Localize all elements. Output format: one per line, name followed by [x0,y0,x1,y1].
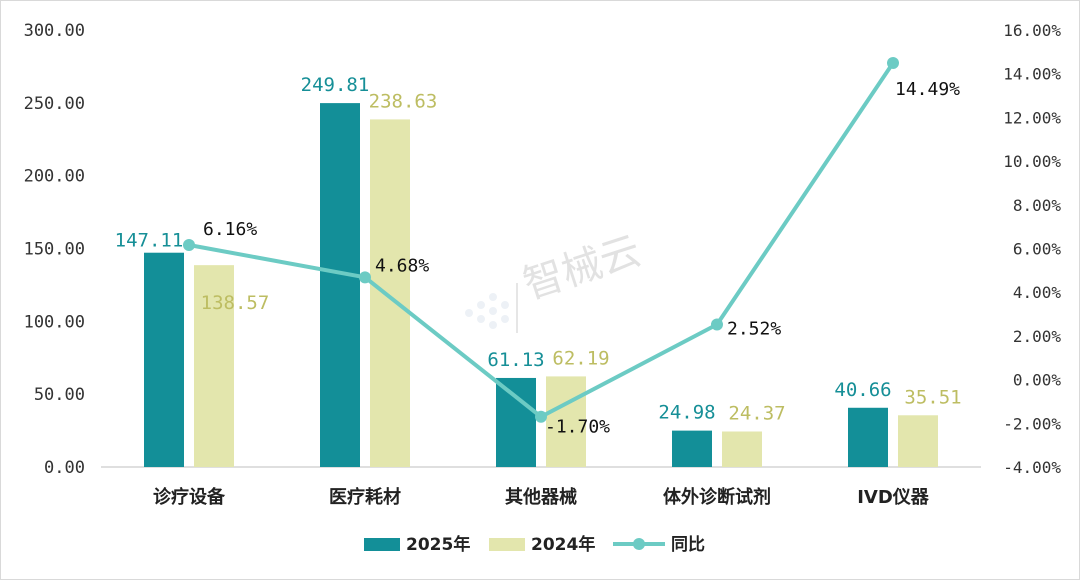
right-axis-tick-label: 16.00% [1003,21,1061,40]
legend-swatch-2025 [364,538,400,551]
right-axis-tick-label: 0.00% [1013,371,1062,390]
left-axis-tick-label: 150.00 [24,240,85,260]
category-label: 医疗耗材 [329,486,401,508]
bar-2025-data-label: 61.13 [487,349,544,371]
bar-2024-data-label: 138.57 [201,292,270,314]
left-axis-tick-label: 100.00 [24,312,85,332]
bar-2024 [546,376,586,467]
yoy-data-label: 14.49% [895,79,960,100]
bar-2025-data-label: 147.11 [115,230,184,252]
bar-2025 [144,252,184,467]
yoy-point [183,239,195,252]
category-label: 体外诊断试剂 [663,486,771,508]
right-axis-tick-label: -4.00% [1003,458,1061,477]
bar-series [144,103,938,467]
left-axis-tick-label: 250.00 [24,94,85,114]
right-axis-tick-label: 10.00% [1003,152,1061,171]
line-series [183,56,899,423]
right-axis-tick-label: -2.00% [1003,414,1061,433]
line-data-labels: 6.16% 4.68% -1.70% 2.52% 14.49% [203,79,960,438]
bar-2024 [370,119,410,467]
bar-2025 [320,103,360,467]
bar-2024 [194,265,234,467]
right-axis: -4.00% -2.00% 0.00% 2.00% 4.00% 6.00% 8.00% 10.… [1003,21,1061,477]
bar-2025 [848,407,888,467]
legend-label-2024: 2024年 [531,534,595,555]
right-axis-tick-label: 12.00% [1003,108,1061,127]
watermark: 智械云 [465,228,646,333]
bar-2025-data-label: 40.66 [834,379,891,401]
legend-label-2025: 2025年 [406,534,470,555]
watermark-logo-icon [465,293,509,329]
legend-marker-yoy [633,538,645,550]
bar-2024-data-label: 35.51 [904,386,961,408]
right-axis-tick-label: 6.00% [1013,240,1062,259]
bar-2024-data-label: 62.19 [552,347,609,369]
bar-2024 [722,431,762,467]
legend-swatch-2024 [489,538,525,551]
bar-2025 [496,377,536,467]
category-axis-labels: 诊疗设备 医疗耗材 其他器械 体外诊断试剂 IVD仪器 [153,486,930,508]
bar-2024 [898,415,938,467]
yoy-data-label: -1.70% [545,417,610,438]
bar-2025-data-label: 249.81 [301,74,370,96]
bar-2024-data-label: 24.37 [728,403,785,425]
right-axis-tick-label: 2.00% [1013,327,1062,346]
yoy-data-label: 4.68% [375,255,429,276]
category-label: 诊疗设备 [153,486,226,508]
category-label: IVD仪器 [857,487,930,508]
right-axis-tick-label: 8.00% [1013,196,1062,215]
yoy-point [535,410,547,423]
right-axis-tick-label: 14.00% [1003,65,1061,84]
bar-2025 [672,430,712,467]
left-axis: 0.00 50.00 100.00 150.00 200.00 250.00 300.00 [24,21,85,478]
left-axis-tick-label: 50.00 [34,385,85,405]
left-axis-tick-label: 300.00 [24,21,85,41]
left-axis-tick-label: 200.00 [24,167,85,187]
yoy-data-label: 2.52% [727,319,781,340]
watermark-text: 智械云 [518,228,646,309]
legend-label-yoy: 同比 [671,534,705,555]
yoy-point [711,318,723,331]
legend: 2025年 2024年 同比 [364,534,705,555]
bar-2024-data-label: 238.63 [369,90,438,112]
category-label: 其他器械 [505,486,577,508]
right-axis-tick-label: 4.00% [1013,283,1062,302]
left-axis-tick-label: 0.00 [44,458,85,478]
yoy-point [359,271,371,284]
yoy-point [887,56,899,69]
bar-2025-data-label: 24.98 [658,402,715,424]
yoy-data-label: 6.16% [203,219,257,240]
